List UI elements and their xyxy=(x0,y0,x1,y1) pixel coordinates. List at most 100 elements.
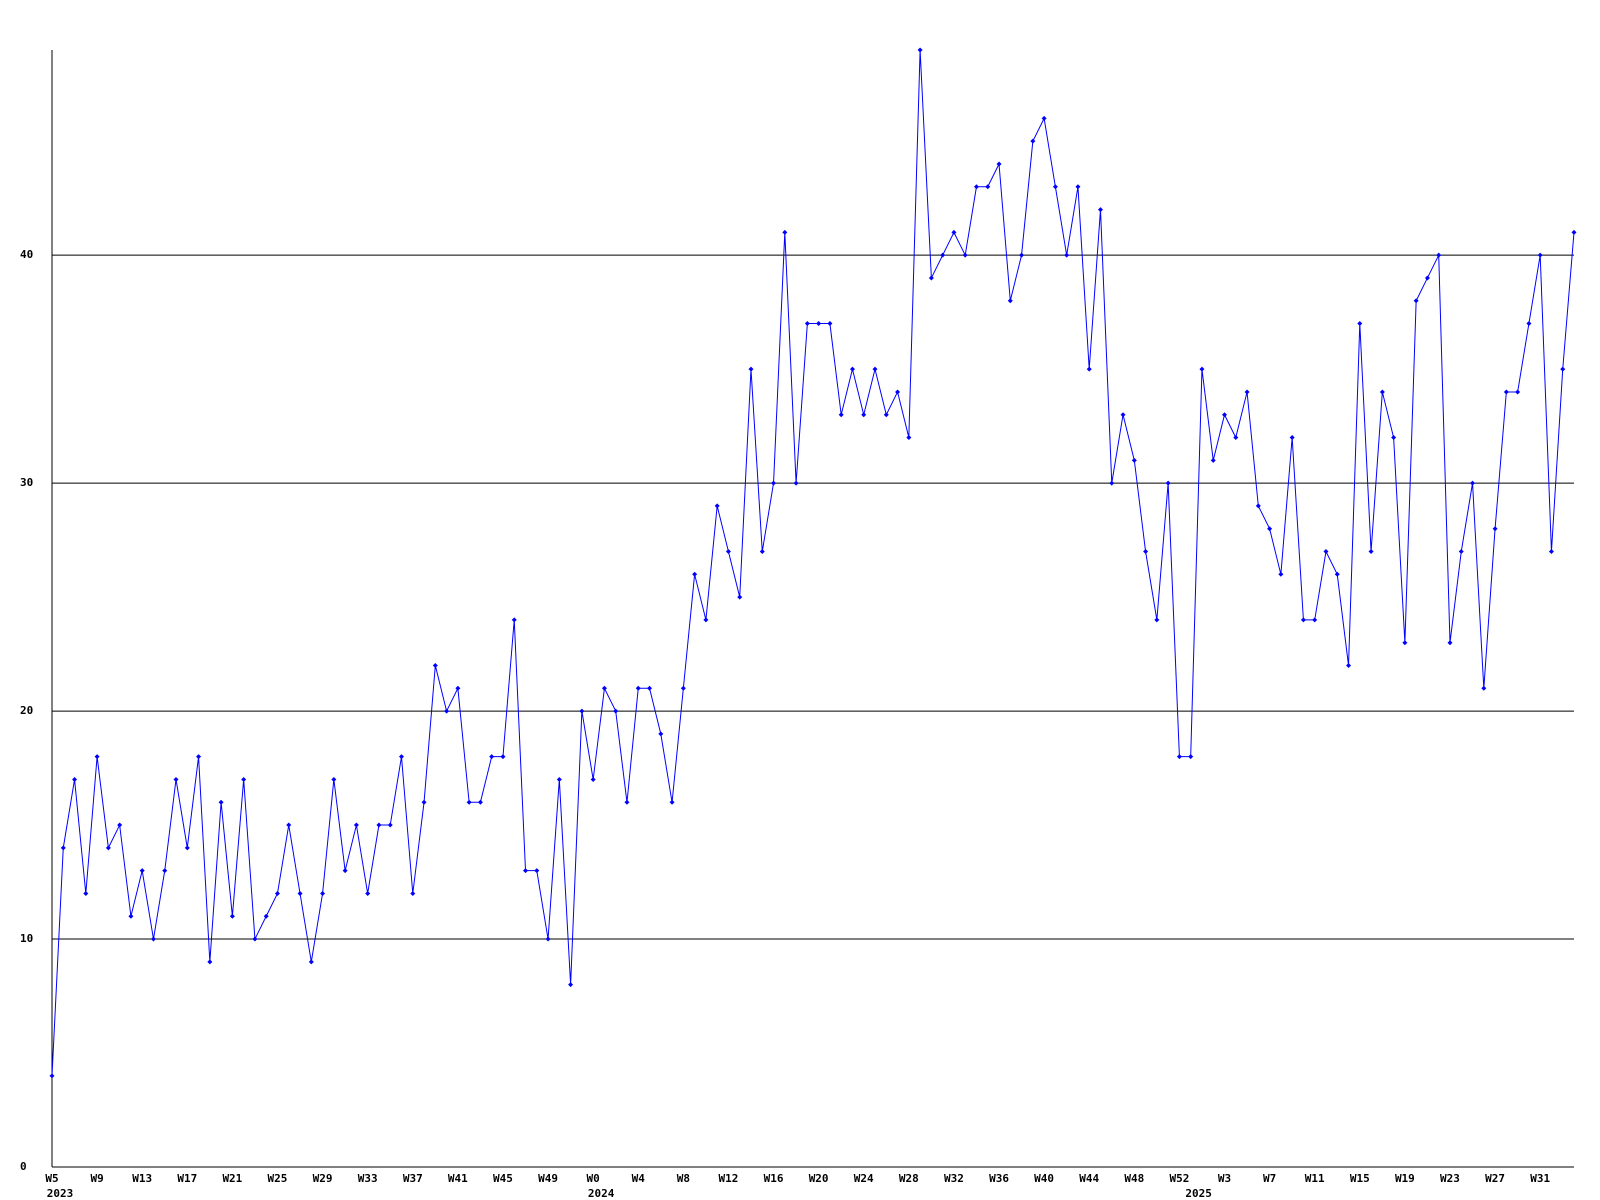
x-tick-label: W16 xyxy=(764,1172,784,1185)
point-marker xyxy=(117,822,123,828)
point-marker xyxy=(895,389,901,395)
point-marker xyxy=(1560,366,1566,372)
x-tick-label: W52 xyxy=(1169,1172,1189,1185)
point-marker xyxy=(477,799,483,805)
point-marker xyxy=(556,776,562,782)
x-tick-label: W48 xyxy=(1124,1172,1144,1185)
point-marker xyxy=(545,936,551,942)
y-tick-label: 30 xyxy=(20,476,33,489)
point-marker xyxy=(985,184,991,190)
point-marker xyxy=(1075,184,1081,190)
x-tick-label: W40 xyxy=(1034,1172,1054,1185)
point-marker xyxy=(601,685,607,691)
year-label: 2024 xyxy=(588,1187,615,1200)
point-marker xyxy=(1120,412,1126,418)
point-marker xyxy=(94,754,100,760)
x-tick-label: W8 xyxy=(677,1172,690,1185)
point-marker xyxy=(1255,503,1261,509)
point-marker xyxy=(680,685,686,691)
point-marker xyxy=(861,412,867,418)
point-marker xyxy=(917,47,923,53)
point-marker xyxy=(308,959,314,965)
x-tick-label: W21 xyxy=(222,1172,242,1185)
point-marker xyxy=(647,685,653,691)
point-marker xyxy=(466,799,472,805)
point-marker xyxy=(1368,549,1374,555)
point-marker xyxy=(737,594,743,600)
x-tick-label: W32 xyxy=(944,1172,964,1185)
point-marker xyxy=(489,754,495,760)
point-marker xyxy=(940,252,946,258)
point-marker xyxy=(1222,412,1228,418)
point-marker xyxy=(1143,549,1149,555)
point-marker xyxy=(703,617,709,623)
point-marker xyxy=(1019,252,1025,258)
point-marker xyxy=(444,708,450,714)
point-marker xyxy=(1571,229,1577,235)
point-marker xyxy=(1492,526,1498,532)
point-marker xyxy=(996,161,1002,167)
point-marker xyxy=(263,913,269,919)
point-marker xyxy=(241,776,247,782)
point-marker xyxy=(1300,617,1306,623)
point-marker xyxy=(590,776,596,782)
point-marker xyxy=(60,845,66,851)
point-marker xyxy=(782,229,788,235)
point-marker xyxy=(658,731,664,737)
x-tick-label: W28 xyxy=(899,1172,919,1185)
point-marker xyxy=(523,868,529,874)
point-marker xyxy=(398,754,404,760)
point-marker xyxy=(827,321,833,327)
point-marker xyxy=(500,754,506,760)
point-marker xyxy=(714,503,720,509)
point-marker xyxy=(613,708,619,714)
point-marker xyxy=(635,685,641,691)
point-marker xyxy=(872,366,878,372)
point-marker xyxy=(534,868,540,874)
point-marker xyxy=(105,845,111,851)
point-marker xyxy=(229,913,235,919)
point-marker xyxy=(162,868,168,874)
point-marker xyxy=(1289,435,1295,441)
point-marker xyxy=(1526,321,1532,327)
point-marker xyxy=(692,571,698,577)
point-marker xyxy=(83,890,89,896)
point-marker xyxy=(771,480,777,486)
point-marker xyxy=(928,275,934,281)
x-tick-label: W31 xyxy=(1530,1172,1550,1185)
point-marker xyxy=(184,845,190,851)
point-marker xyxy=(1233,435,1239,441)
point-marker xyxy=(432,662,438,668)
point-marker xyxy=(1548,549,1554,555)
point-marker xyxy=(1064,252,1070,258)
point-marker xyxy=(1097,207,1103,213)
point-marker xyxy=(669,799,675,805)
x-tick-label: W9 xyxy=(90,1172,103,1185)
x-tick-label: W17 xyxy=(177,1172,197,1185)
point-marker xyxy=(1188,754,1194,760)
point-marker xyxy=(1357,321,1363,327)
data-line xyxy=(51,49,1575,1076)
point-marker xyxy=(973,184,979,190)
y-tick-label: 40 xyxy=(20,248,33,261)
x-tick-label: W4 xyxy=(632,1172,646,1185)
point-marker xyxy=(387,822,393,828)
point-marker xyxy=(1007,298,1013,304)
point-marker xyxy=(1413,298,1419,304)
point-marker xyxy=(150,936,156,942)
x-tick-label: W27 xyxy=(1485,1172,1505,1185)
point-marker xyxy=(1379,389,1385,395)
y-tick-label: 20 xyxy=(20,704,33,717)
x-tick-label: W45 xyxy=(493,1172,513,1185)
point-marker xyxy=(1436,252,1442,258)
point-marker xyxy=(748,366,754,372)
point-marker xyxy=(49,1073,55,1079)
point-marker xyxy=(376,822,382,828)
x-tick-label: W33 xyxy=(358,1172,378,1185)
x-tick-label: W13 xyxy=(132,1172,152,1185)
point-marker xyxy=(139,868,145,874)
point-marker xyxy=(1267,526,1273,532)
x-tick-label: W29 xyxy=(313,1172,333,1185)
point-marker xyxy=(286,822,292,828)
point-marker xyxy=(816,321,822,327)
